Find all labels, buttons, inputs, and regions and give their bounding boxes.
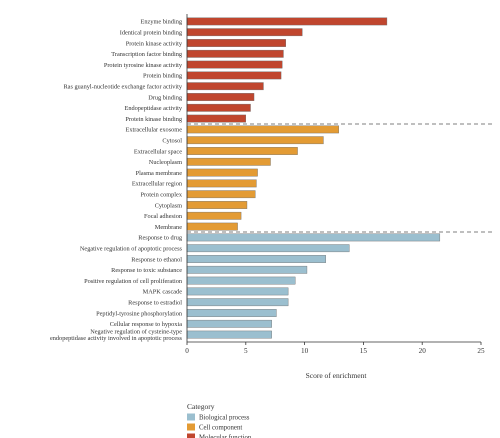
category-label: Protein kinase activity	[126, 40, 183, 47]
legend-label: Molecular function	[199, 435, 252, 438]
bar	[186, 309, 277, 317]
bar	[186, 157, 271, 166]
bar	[186, 71, 282, 80]
category-label: Ras guanyl-nucleotide exchange factor ac…	[63, 84, 182, 91]
category-label: Membrane	[155, 224, 182, 231]
bar	[186, 28, 303, 37]
category-label: Focal adhesion	[144, 213, 183, 220]
legend-label: Biological process	[199, 415, 250, 422]
bar	[186, 93, 255, 101]
category-label: Protein binding	[143, 73, 183, 80]
category-label: Enzyme binding	[141, 19, 183, 26]
legend-swatch	[187, 423, 195, 431]
legend: Category Biological process Cell componen…	[187, 402, 252, 438]
x-axis-title: Score of enrichment	[306, 371, 368, 380]
bar	[186, 125, 339, 134]
category-label: Protein kinase binding	[125, 116, 183, 123]
category-label: Response to drug	[138, 235, 183, 242]
category-label: Extracellular space	[134, 148, 182, 155]
category-label: Transcription factor binding	[111, 51, 183, 58]
x-tick-label: 10	[301, 347, 309, 355]
bar	[186, 190, 256, 199]
category-label: Negative regulation of apoptotic process	[80, 246, 183, 253]
x-axis: 0 5 10 15 20 25	[185, 14, 485, 355]
bar	[186, 39, 286, 47]
category-label: Response to ethanol	[131, 256, 182, 263]
x-tick-label: 15	[360, 347, 368, 355]
legend-swatch	[187, 433, 195, 438]
bar	[186, 287, 289, 296]
bar	[186, 147, 298, 155]
category-label: Response to estradiol	[128, 300, 182, 307]
category-label: Positive regulation of cell proliferatio…	[84, 278, 183, 285]
bars-layer	[186, 17, 441, 339]
category-label: Cytosol	[162, 138, 182, 145]
bar	[186, 276, 296, 285]
category-label: Plasma membrane	[136, 170, 183, 177]
category-label: Response to toxic substance	[111, 267, 182, 274]
category-label: Extracellular region	[132, 181, 183, 188]
bar	[186, 298, 289, 307]
bar	[186, 233, 441, 242]
category-label: Protein tyrosine kinase activity	[104, 62, 183, 69]
bar	[186, 49, 284, 58]
category-label: Protein complex	[141, 192, 183, 199]
category-label-continued: endopeptidase activity involved in apopt…	[50, 335, 183, 342]
category-label: Drug binding	[148, 94, 183, 101]
bar	[186, 265, 308, 274]
legend-swatch	[187, 413, 195, 421]
bar	[186, 136, 324, 145]
bar	[186, 255, 326, 263]
x-tick-label: 20	[419, 347, 427, 355]
bar	[186, 211, 242, 220]
legend-title: Category	[187, 402, 215, 411]
category-label: Negative regulation of cysteine-type	[90, 328, 182, 335]
bar	[186, 179, 257, 188]
bar	[186, 103, 251, 112]
bar	[186, 319, 272, 328]
category-label: Extracellular exosome	[126, 127, 183, 134]
category-label: Identical protein binding	[120, 30, 183, 37]
category-labels: Enzyme binding Identical protein binding P…	[50, 19, 183, 343]
bar	[186, 201, 248, 209]
category-label: Peptidyl-tyrosine phosphorylation	[96, 310, 183, 317]
category-label: Cellular response to hypoxia	[110, 321, 182, 328]
bar	[186, 82, 264, 91]
x-tick-label: 5	[244, 347, 248, 355]
group-separators	[187, 123, 493, 233]
bar	[186, 114, 246, 123]
bar	[186, 60, 283, 69]
bar	[186, 244, 350, 253]
category-label: Endopeptidase activity	[124, 105, 182, 112]
bar	[186, 330, 272, 339]
bar	[186, 168, 258, 177]
bar	[186, 17, 388, 26]
category-label: Nucleoplasm	[149, 159, 182, 166]
x-tick-label: 0	[185, 347, 189, 355]
category-label: Cytoplasm	[155, 202, 182, 209]
category-label: MAPK cascade	[143, 289, 183, 296]
legend-label: Cell component	[199, 425, 242, 432]
bar	[186, 222, 238, 231]
x-tick-label: 25	[477, 347, 485, 355]
